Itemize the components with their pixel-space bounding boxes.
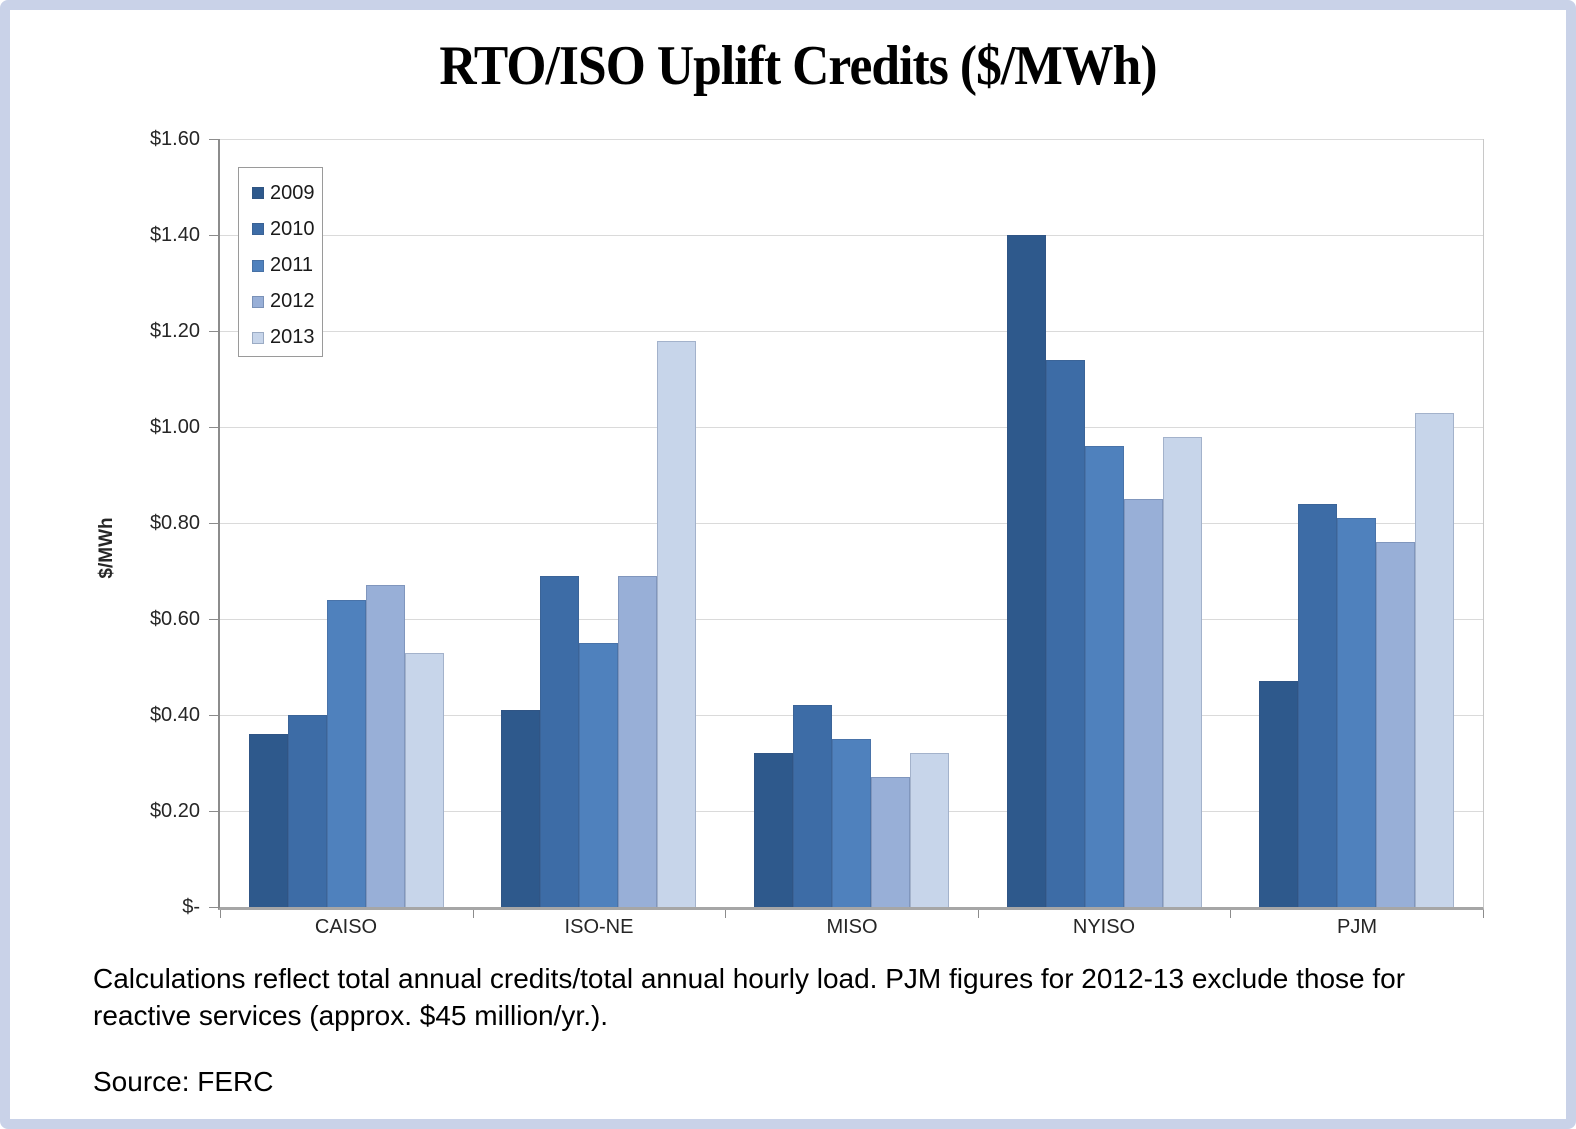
- gridline: [220, 331, 1483, 332]
- x-category-label-nyiso: NYISO: [1072, 916, 1136, 938]
- legend-swatch-icon: [252, 187, 264, 200]
- bar-miso-2009: [753, 753, 793, 907]
- y-tick-label: $0.20: [149, 800, 200, 822]
- plot-area: [218, 139, 1484, 910]
- bar-group-iso-ne: [473, 139, 726, 907]
- y-tick-label: $1.60: [149, 128, 200, 150]
- bar-caiso-2009: [248, 734, 288, 907]
- legend: 2009 2010 2011 2012 2013: [238, 167, 323, 357]
- bar-miso-2010: [792, 705, 832, 907]
- bar-group-caiso: [220, 139, 473, 907]
- legend-swatch-icon: [252, 295, 264, 308]
- legend-item-2011: 2011: [252, 247, 322, 283]
- y-tick-mark: [209, 331, 220, 332]
- x-tick-mark: [1230, 910, 1231, 918]
- y-tick-mark: [209, 235, 220, 236]
- bar-iso-ne-2009: [501, 710, 541, 907]
- x-category-label-caiso: CAISO: [314, 916, 378, 938]
- x-category-label-miso: MISO: [826, 916, 878, 938]
- bar-nyiso-2012: [1123, 499, 1163, 907]
- x-category-label-pjm: PJM: [1337, 916, 1377, 938]
- x-tick-mark: [978, 910, 979, 918]
- legend-item-2012: 2012: [252, 284, 322, 320]
- y-tick-label: $0.80: [149, 512, 200, 534]
- y-tick-mark: [209, 715, 220, 716]
- bar-nyiso-2013: [1162, 437, 1202, 907]
- gridline: [220, 235, 1483, 236]
- gridline: [220, 523, 1483, 524]
- legend-swatch-icon: [252, 331, 264, 344]
- bar-group-nyiso: [978, 139, 1231, 907]
- bar-group-pjm: [1230, 139, 1483, 907]
- bar-iso-ne-2012: [618, 576, 658, 907]
- y-tick-label: $1.00: [149, 416, 200, 438]
- bar-miso-2013: [909, 753, 949, 907]
- legend-item-2009: 2009: [252, 175, 322, 211]
- bar-pjm-2013: [1415, 413, 1455, 907]
- legend-item-2013: 2013: [252, 320, 322, 356]
- legend-label: 2013: [270, 326, 315, 349]
- legend-swatch-icon: [252, 259, 264, 272]
- bar-caiso-2011: [326, 600, 366, 907]
- x-tick-mark: [725, 910, 726, 918]
- footnote: Calculations reflect total annual credit…: [93, 963, 1406, 1031]
- bar-group-miso: [725, 139, 978, 907]
- legend-label: 2009: [270, 181, 315, 204]
- y-tick-mark: [209, 907, 220, 908]
- legend-label: 2010: [270, 217, 315, 240]
- bar-miso-2012: [870, 777, 910, 907]
- legend-swatch-icon: [252, 223, 264, 236]
- y-tick-mark: [209, 139, 220, 140]
- bar-iso-ne-2011: [579, 643, 619, 907]
- bar-pjm-2011: [1337, 518, 1377, 907]
- source-note: Source: FERC: [93, 1066, 274, 1097]
- x-category-label-iso-ne: ISO-NE: [564, 916, 634, 938]
- bar-iso-ne-2013: [657, 341, 697, 907]
- legend-label: 2012: [270, 290, 315, 313]
- bar-nyiso-2010: [1045, 360, 1085, 907]
- bar-nyiso-2009: [1006, 235, 1046, 907]
- gridline: [220, 715, 1483, 716]
- y-tick-label: $-: [182, 896, 200, 918]
- bar-miso-2011: [831, 739, 871, 907]
- gridline: [220, 427, 1483, 428]
- y-tick-mark: [209, 619, 220, 620]
- x-tick-mark: [473, 910, 474, 918]
- bar-iso-ne-2010: [540, 576, 580, 907]
- x-tick-mark: [1483, 910, 1484, 918]
- y-tick-mark: [209, 427, 220, 428]
- gridline: [220, 139, 1483, 140]
- chart-title: RTO/ISO Uplift Credits ($/MWh): [439, 35, 1157, 97]
- y-tick-label: $1.40: [149, 224, 200, 246]
- bar-pjm-2012: [1376, 542, 1416, 907]
- bar-nyiso-2011: [1084, 446, 1124, 907]
- legend-item-2010: 2010: [252, 211, 322, 247]
- bar-caiso-2012: [365, 585, 405, 907]
- x-tick-mark: [220, 910, 221, 918]
- bar-caiso-2010: [287, 715, 327, 907]
- y-tick-label: $0.60: [149, 608, 200, 630]
- gridline: [220, 619, 1483, 620]
- chart-canvas: RTO/ISO Uplift Credits ($/MWh) $/MWh 200…: [10, 10, 1566, 1119]
- y-axis-title: $/MWh: [96, 517, 117, 579]
- y-tick-label: $0.40: [149, 704, 200, 726]
- y-tick-label: $1.20: [149, 320, 200, 342]
- bar-caiso-2013: [404, 653, 444, 907]
- bar-pjm-2010: [1298, 504, 1338, 907]
- bar-pjm-2009: [1259, 681, 1299, 907]
- y-tick-mark: [209, 523, 220, 524]
- legend-label: 2011: [270, 254, 314, 276]
- y-tick-mark: [209, 811, 220, 812]
